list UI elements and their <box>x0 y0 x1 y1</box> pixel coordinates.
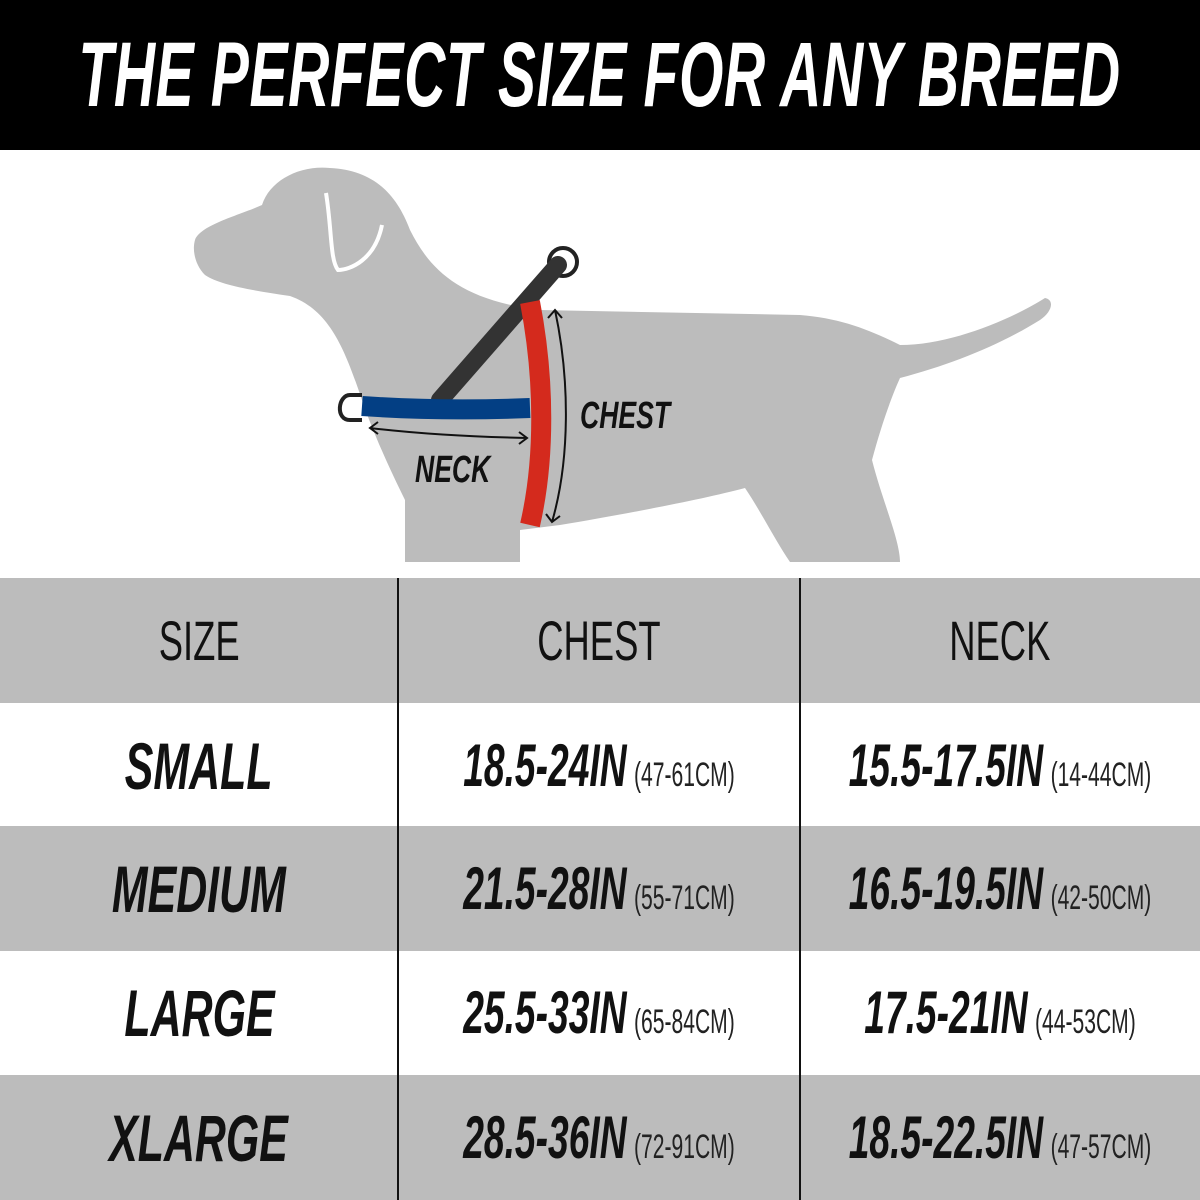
neck-arrow-icon <box>368 421 529 445</box>
column-divider <box>397 578 399 1200</box>
chest-cm: (47-61CM) <box>634 756 735 794</box>
neck-ring-icon <box>337 393 362 422</box>
chest-in: 18.5-24IN <box>463 732 627 799</box>
size-label: XLARGE <box>109 1100 289 1175</box>
title-banner: THE PERFECT SIZE FOR ANY BREED <box>0 0 1200 150</box>
size-label: LARGE <box>123 975 275 1050</box>
chest-label: CHEST <box>580 393 673 436</box>
neck-in: 17.5-21IN <box>864 979 1028 1046</box>
chest-arrow-icon <box>545 308 567 524</box>
table-row: LARGE 25.5-33IN (65-84CM) 17.5-21IN (44-53… <box>0 950 1200 1075</box>
size-label: SMALL <box>125 728 273 803</box>
neck-cm: (47-57CM) <box>1050 1128 1152 1166</box>
table-row: MEDIUM 21.5-28IN (55-71CM) 16.5-19.5IN (42… <box>0 826 1200 951</box>
chest-strap <box>520 300 552 528</box>
chest-in: 21.5-28IN <box>463 855 627 922</box>
size-label: MEDIUM <box>112 851 286 926</box>
neck-in: 18.5-22.5IN <box>848 1104 1044 1171</box>
table-header-row: SIZE CHEST NECK <box>0 578 1200 703</box>
table-row: XLARGE 28.5-36IN (72-91CM) 18.5-22.5IN (47… <box>0 1075 1200 1200</box>
header-size: SIZE <box>158 609 240 672</box>
page-title: THE PERFECT SIZE FOR ANY BREED <box>78 23 1122 126</box>
neck-cm: (42-50CM) <box>1050 879 1152 917</box>
dog-silhouette <box>193 167 1052 562</box>
dog-harness-diagram: CHEST NECK <box>193 167 1052 562</box>
dog-ear <box>324 192 384 273</box>
neck-cm: (44-53CM) <box>1035 1003 1136 1041</box>
neck-label: NECK <box>415 447 492 490</box>
chest-in: 25.5-33IN <box>463 979 627 1046</box>
neck-cm: (14-44CM) <box>1050 756 1152 794</box>
header-neck: NECK <box>949 609 1051 672</box>
column-divider <box>799 578 801 1200</box>
chest-cm: (72-91CM) <box>634 1128 735 1166</box>
size-table: SIZE CHEST NECK SMALL 18.5-24IN (47-61CM)… <box>0 578 1200 1200</box>
table-row: SMALL 18.5-24IN (47-61CM) 15.5-17.5IN (14-… <box>0 703 1200 828</box>
chest-in: 28.5-36IN <box>463 1104 627 1171</box>
back-strap <box>431 256 567 409</box>
neck-in: 15.5-17.5IN <box>848 732 1044 799</box>
neck-in: 16.5-19.5IN <box>848 855 1044 922</box>
chest-cm: (55-71CM) <box>634 879 735 917</box>
neck-strap <box>361 396 531 420</box>
header-chest: CHEST <box>537 609 661 672</box>
chest-cm: (65-84CM) <box>634 1003 735 1041</box>
